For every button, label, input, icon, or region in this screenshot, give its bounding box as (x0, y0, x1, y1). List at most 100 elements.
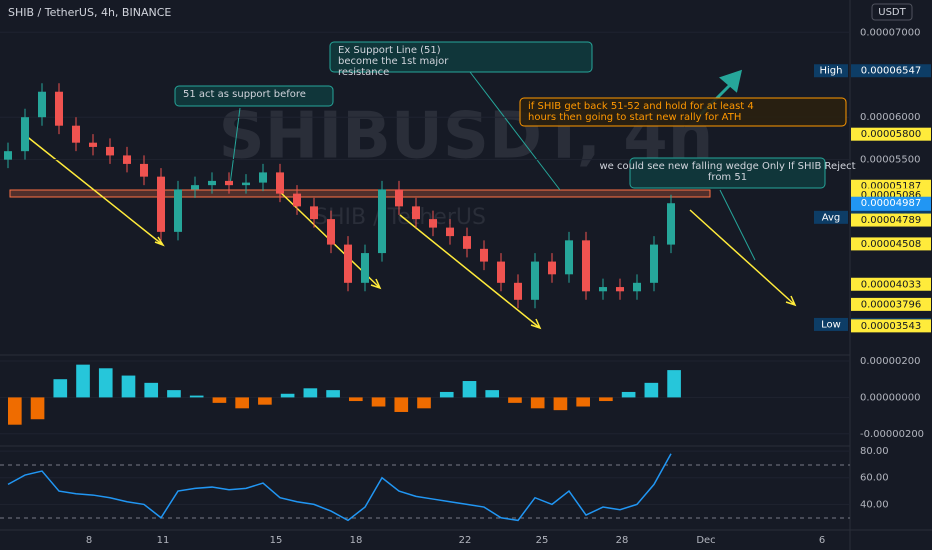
pointer (719, 189, 756, 261)
candle-body (106, 146, 114, 156)
histogram-bar (212, 397, 227, 403)
candle-body (378, 189, 386, 254)
candle-body (293, 193, 301, 207)
price-badge (851, 319, 931, 333)
x-tick-label: Dec (696, 535, 715, 546)
histogram-bar (8, 397, 22, 425)
price-badge-label: 0.00006547 (861, 66, 921, 77)
histogram-bar (167, 390, 181, 398)
candle-body (667, 203, 675, 245)
candle-body (140, 163, 148, 177)
price-badge (851, 237, 931, 251)
callout-pointers (229, 71, 756, 261)
y-tick-label: 0.00005500 (860, 155, 920, 166)
candle-body (412, 206, 420, 220)
candle-body (4, 151, 12, 160)
price-badge-label: 0.00005800 (861, 129, 921, 140)
price-badge-label: 0.00003543 (861, 321, 921, 332)
annotation: if SHIB get back 51-52 and hold for at l… (528, 101, 754, 123)
badge-name: High (820, 66, 843, 77)
y-tick-label: 40.00 (860, 499, 889, 510)
annotation-box (519, 97, 847, 127)
x-tick-label: 6 (819, 535, 825, 546)
candle-body (310, 206, 318, 220)
y-tick-label: 60.00 (860, 473, 889, 484)
x-tick-label: 8 (86, 535, 92, 546)
histogram-bar (371, 397, 386, 407)
badge-name-bg (814, 317, 848, 331)
badge-name-bg (814, 64, 848, 78)
pointer (229, 107, 241, 186)
candle-body (21, 117, 29, 152)
price-badge-label: 0.00003796 (861, 299, 921, 310)
price-badge (851, 127, 931, 141)
histogram-bar (621, 391, 636, 398)
symbol-title: SHIB / TetherUS, 4h, BINANCE (8, 6, 171, 19)
candle-body (225, 180, 233, 186)
annotation: we could see new falling wedge Only If S… (599, 161, 855, 183)
price-badge-label: 0.00004987 (861, 198, 921, 209)
currency-button[interactable] (871, 3, 913, 21)
histogram-bar (53, 379, 68, 398)
candle-body (157, 176, 165, 232)
candle-body (89, 142, 97, 147)
histogram-bar (349, 397, 363, 402)
annotation: Ex Support Line (51) become the 1st major… (338, 45, 449, 78)
x-tick-label: 25 (536, 535, 549, 546)
histogram-bar (553, 397, 568, 411)
price-badge (851, 277, 931, 291)
x-tick-label: 15 (270, 535, 283, 546)
histogram-bar (576, 397, 590, 407)
annotation: 51 act as support before (183, 89, 306, 100)
histogram-bar (485, 390, 500, 398)
candle-body (446, 227, 454, 237)
histogram-bar (508, 397, 522, 403)
histogram-bar (303, 388, 318, 398)
histogram-bar (394, 397, 409, 412)
histogram-bar (76, 364, 90, 398)
pointer (469, 71, 561, 191)
candle-body (480, 248, 488, 262)
candle-body (276, 172, 284, 194)
histogram-bar (235, 397, 249, 409)
price-badge-label: 0.00004033 (861, 279, 921, 290)
candle-body (599, 287, 607, 292)
badge-name-bg (814, 210, 848, 224)
price-badge-label: 0.00004508 (861, 239, 921, 250)
x-tick-label: 18 (350, 535, 363, 546)
candle-body (429, 219, 437, 228)
price-badge-label: 0.00005187 (861, 181, 921, 192)
histogram-bar (144, 382, 159, 398)
annotation-box (174, 85, 334, 107)
histogram-bar (599, 397, 613, 402)
histogram-bar (417, 397, 431, 409)
histogram-bar (667, 370, 681, 398)
y-tick-label: 0.00000200 (860, 356, 920, 367)
histogram-bar (326, 390, 340, 398)
y-tick-label: 0.00000000 (860, 392, 920, 403)
candle-body (531, 261, 539, 300)
candle-body (361, 253, 369, 283)
x-tick-label: 11 (157, 535, 170, 546)
annotation-box (629, 157, 826, 189)
histogram-bar (189, 395, 204, 398)
y-tick-label: 0.00006000 (860, 112, 920, 123)
histogram-bar (258, 397, 272, 405)
candle-body (55, 91, 63, 126)
arrow (399, 214, 542, 330)
annotation-box (329, 41, 593, 73)
price-badge (851, 297, 931, 311)
arrow (689, 209, 797, 307)
candle-body (174, 189, 182, 232)
badge-name: Low (821, 319, 841, 330)
resistance-zone (9, 189, 711, 198)
candle-body (242, 182, 250, 186)
histogram-bar (98, 368, 113, 398)
rsi-line (7, 453, 672, 522)
candle-body (633, 282, 641, 292)
candle-body (72, 125, 80, 143)
x-tick-label: 28 (616, 535, 629, 546)
candle-body (395, 189, 403, 207)
